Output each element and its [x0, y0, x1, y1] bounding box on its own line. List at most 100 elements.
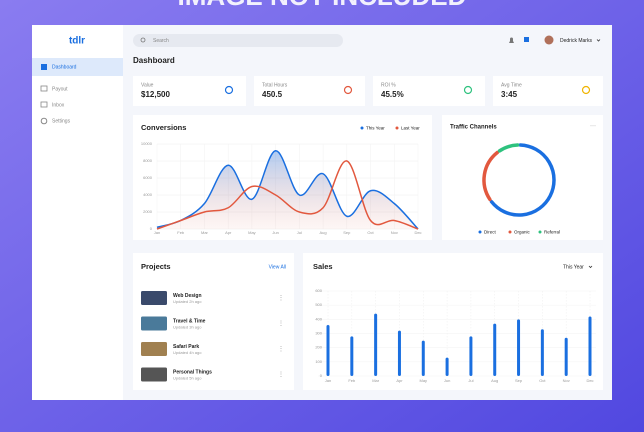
x-tick-label: Mar [201, 230, 209, 235]
bar [493, 323, 497, 376]
project-thumb[interactable] [141, 291, 167, 305]
legend-marker [508, 230, 512, 234]
stat-value: 45.5% [381, 90, 404, 99]
bell-icon[interactable] [509, 37, 514, 44]
menu-dots[interactable]: ⋮ [278, 372, 284, 378]
nav-item[interactable]: Inbox [52, 102, 65, 108]
menu-dots[interactable]: ⋮ [278, 347, 284, 353]
legend-marker [395, 126, 399, 130]
project-name[interactable]: Safari Park [173, 344, 199, 350]
y-tick-label: 6000 [143, 175, 153, 180]
stat-card [254, 76, 365, 106]
stat-card [133, 76, 246, 106]
stat-icon [343, 85, 353, 95]
y-tick-label: 600 [315, 288, 322, 293]
x-tick-label: Oct [367, 230, 374, 235]
y-tick-label: 500 [315, 302, 322, 307]
bar [540, 329, 544, 376]
menu-dots[interactable]: ··· [590, 124, 596, 130]
legend-marker [478, 230, 482, 234]
logo: tdlr [69, 36, 85, 47]
project-name[interactable]: Travel & Time [173, 318, 206, 324]
stat-label: Value [141, 82, 154, 88]
bar [469, 336, 473, 376]
x-tick-label: Jul [297, 230, 302, 235]
msg-icon[interactable] [524, 37, 529, 42]
stat-card [373, 76, 485, 106]
project-updated: Updated 2h ago [173, 299, 202, 304]
project-thumb[interactable] [141, 367, 167, 382]
nav-item[interactable]: Payout [52, 86, 68, 92]
x-tick-label: Nov [563, 378, 570, 383]
chevron[interactable] [588, 265, 593, 269]
line [156, 150, 419, 230]
bar [350, 336, 354, 376]
nav-icon [41, 64, 47, 70]
project-updated: Updated 5h ago [173, 376, 202, 381]
x-tick-label: Jul [468, 378, 473, 383]
stat-label: Avg Time [501, 82, 522, 88]
bar [421, 340, 425, 376]
donut-segment [497, 143, 520, 153]
search-box[interactable] [133, 34, 343, 47]
project-thumb[interactable] [141, 316, 167, 331]
user-name[interactable]: Dedrick Marks [560, 38, 592, 44]
legend-marker [538, 230, 542, 234]
stat-icon [224, 85, 234, 95]
stat-icon [463, 85, 473, 95]
y-tick-label: 4000 [143, 192, 153, 197]
chevron[interactable] [596, 39, 601, 42]
x-tick-label: Aug [320, 230, 327, 235]
x-tick-label: Jun [272, 230, 278, 235]
x-tick-label: Sep [343, 230, 351, 235]
x-tick-label: May [419, 378, 427, 383]
filter[interactable]: This Year [563, 264, 584, 270]
card-title: Projects [141, 262, 171, 271]
nav-icon [40, 117, 48, 125]
legend-label: Direct [484, 230, 497, 235]
project-name[interactable]: Personal Things [173, 369, 212, 375]
stat-card [493, 76, 603, 106]
bar [517, 319, 521, 376]
search-placeholder: Search [153, 38, 169, 44]
line [156, 160, 419, 230]
y-tick-label: 400 [315, 316, 322, 321]
view-all[interactable]: View All [269, 264, 286, 270]
x-tick-label: Dec [586, 378, 593, 383]
menu-dots[interactable]: ⋮ [278, 296, 284, 302]
legend-label: Referral [544, 230, 560, 235]
project-updated: Updated 3h ago [173, 325, 202, 330]
project-name[interactable]: Web Design [173, 293, 202, 299]
y-tick-label: 200 [315, 345, 322, 350]
x-tick-label: Jan [325, 378, 331, 383]
y-tick-label: 0 [320, 373, 323, 378]
x-tick-label: Dec [414, 230, 421, 235]
legend-label: Organic [514, 230, 531, 235]
y-tick-label: 300 [315, 331, 322, 336]
nav-item[interactable]: Dashboard [52, 64, 77, 70]
bar [588, 316, 592, 376]
bar [374, 313, 378, 376]
search-icon [140, 37, 146, 43]
sidebar [32, 25, 123, 400]
y-tick-label: 10000 [141, 141, 153, 146]
x-tick-label: Jun [444, 378, 450, 383]
x-tick-label: May [248, 230, 256, 235]
stat-value: 450.5 [262, 90, 283, 99]
stat-value: $12,500 [141, 90, 170, 99]
card-title: Conversions [141, 123, 186, 132]
stat-icon [581, 85, 591, 95]
menu-dots[interactable]: ⋮ [278, 321, 284, 327]
stat-label: ROI % [381, 82, 396, 88]
avatar[interactable] [544, 35, 554, 45]
card [303, 253, 603, 390]
x-tick-label: Sep [515, 378, 523, 383]
page-title: Dashboard [133, 56, 175, 65]
nav-item[interactable]: Settings [52, 118, 71, 124]
x-tick-label: Feb [348, 378, 356, 383]
card-title: Sales [313, 262, 333, 271]
project-thumb[interactable] [141, 342, 167, 356]
y-tick-label: 8000 [143, 158, 153, 163]
